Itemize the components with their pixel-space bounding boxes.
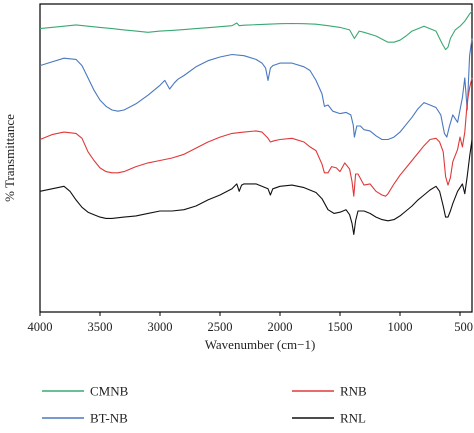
x-axis-ticks: 4000 3500 3000 2500 2000 1500 1000 500 — [28, 312, 473, 334]
legend-item-cmnb: CMNB — [42, 384, 129, 399]
x-tick-label: 2000 — [268, 320, 293, 334]
series-line-rnl — [39, 139, 473, 235]
series-layer — [39, 11, 473, 235]
legend-label: RNL — [340, 411, 366, 426]
x-axis-title: Wavenumber (cm−1) — [205, 337, 316, 352]
legend-label: CMNB — [90, 384, 129, 399]
x-tick-label: 4000 — [28, 320, 53, 334]
x-tick-label: 3000 — [148, 320, 173, 334]
legend-item-rnl: RNL — [292, 411, 366, 426]
series-line-cmnb — [39, 11, 473, 51]
x-tick-label: 2500 — [208, 320, 233, 334]
legend-label: BT-NB — [90, 411, 128, 426]
legend: CMNB RNB BT-NB RNL — [42, 384, 367, 426]
plot-area: 4000 3500 3000 2500 2000 1500 1000 500 — [28, 3, 473, 334]
legend-item-bt-nb: BT-NB — [42, 411, 128, 426]
x-tick-label: 3500 — [88, 320, 113, 334]
y-axis-title: % Transmittance — [2, 114, 17, 202]
plot-frame — [39, 3, 473, 313]
legend-item-rnb: RNB — [292, 384, 367, 399]
series-line-rnb — [39, 77, 473, 197]
series-line-bt-nb — [39, 38, 473, 141]
x-tick-label: 500 — [454, 320, 473, 334]
legend-label: RNB — [340, 384, 367, 399]
x-tick-label: 1000 — [388, 320, 413, 334]
x-tick-label: 1500 — [328, 320, 353, 334]
